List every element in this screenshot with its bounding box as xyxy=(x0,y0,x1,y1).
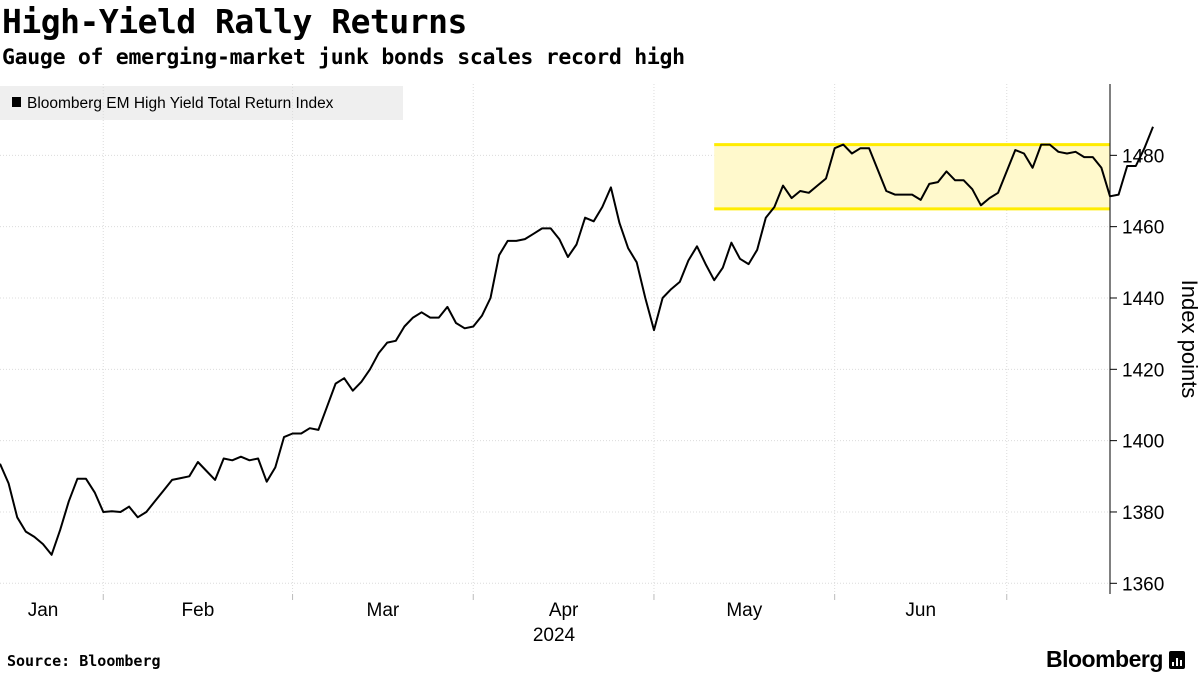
bloomberg-logo: Bloomberg xyxy=(1046,646,1185,673)
y-tick-label: 1440 xyxy=(1122,289,1164,310)
source-note: Source: Bloomberg xyxy=(7,652,161,670)
y-tick-label: 1360 xyxy=(1122,574,1164,595)
x-tick-label: Feb xyxy=(182,600,215,621)
y-tick-label: 1380 xyxy=(1122,503,1164,524)
series-line xyxy=(0,126,1154,556)
y-tick-label: 1420 xyxy=(1122,360,1164,381)
x-tick-label: May xyxy=(726,600,762,621)
y-tick-label: 1460 xyxy=(1122,218,1164,239)
y-axis-label: Index points xyxy=(1177,280,1200,399)
legend-swatch xyxy=(12,97,21,107)
x-tick-label: Jan xyxy=(28,600,59,621)
y-tick-label: 1400 xyxy=(1122,432,1164,453)
x-tick-label: Mar xyxy=(367,600,400,621)
y-axis-ticks: 1360 1380 1400 1420 1440 1460 1480 xyxy=(1110,146,1164,595)
series-line-group xyxy=(0,126,1154,556)
chart-subtitle: Gauge of emerging-market junk bonds scal… xyxy=(2,45,685,70)
x-tick-label: Apr xyxy=(549,600,579,621)
y-tick-label: 1480 xyxy=(1122,146,1164,167)
highlight-band xyxy=(714,143,1110,211)
horizontal-gridlines xyxy=(0,154,1110,584)
chart-title: High-Yield Rally Returns xyxy=(2,2,467,41)
x-axis-year-label: 2024 xyxy=(533,625,576,646)
legend-label: Bloomberg EM High Yield Total Return Ind… xyxy=(27,95,334,112)
brand-wordmark: Bloomberg xyxy=(1046,646,1163,672)
x-tick-label: Jun xyxy=(905,600,936,621)
highlight-band-fill xyxy=(714,144,1110,209)
x-axis-ticks: Jan Feb Mar Apr May Jun xyxy=(28,594,1008,621)
bloomberg-bars-icon xyxy=(1168,650,1185,669)
legend-background xyxy=(0,86,403,120)
